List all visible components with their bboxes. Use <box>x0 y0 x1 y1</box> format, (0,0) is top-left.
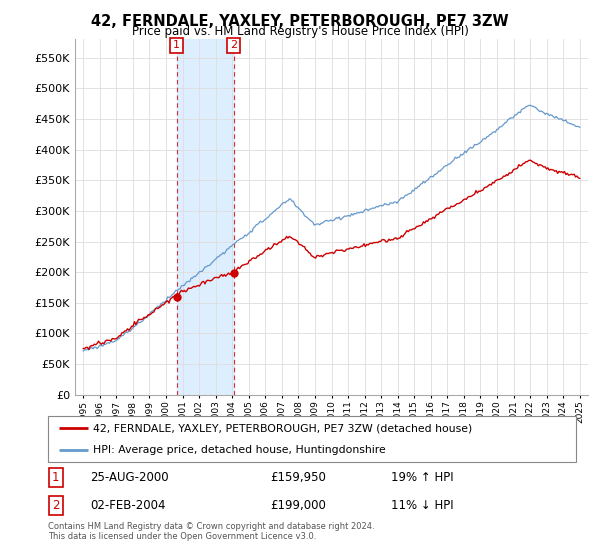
Text: 2: 2 <box>52 499 59 512</box>
Text: 1: 1 <box>52 471 59 484</box>
Text: 11% ↓ HPI: 11% ↓ HPI <box>391 499 454 512</box>
Text: 1: 1 <box>173 40 180 50</box>
Text: HPI: Average price, detached house, Huntingdonshire: HPI: Average price, detached house, Hunt… <box>93 445 386 455</box>
Bar <box>177 39 233 395</box>
Text: £199,000: £199,000 <box>270 499 326 512</box>
Text: 02-FEB-2004: 02-FEB-2004 <box>90 499 166 512</box>
Text: 42, FERNDALE, YAXLEY, PETERBOROUGH, PE7 3ZW (detached house): 42, FERNDALE, YAXLEY, PETERBOROUGH, PE7 … <box>93 423 472 433</box>
Text: 2: 2 <box>230 40 237 50</box>
Text: 19% ↑ HPI: 19% ↑ HPI <box>391 471 454 484</box>
Text: Price paid vs. HM Land Registry's House Price Index (HPI): Price paid vs. HM Land Registry's House … <box>131 25 469 38</box>
Text: Contains HM Land Registry data © Crown copyright and database right 2024.
This d: Contains HM Land Registry data © Crown c… <box>48 522 374 542</box>
Text: 25-AUG-2000: 25-AUG-2000 <box>90 471 169 484</box>
Text: 42, FERNDALE, YAXLEY, PETERBOROUGH, PE7 3ZW: 42, FERNDALE, YAXLEY, PETERBOROUGH, PE7 … <box>91 14 509 29</box>
Text: £159,950: £159,950 <box>270 471 326 484</box>
